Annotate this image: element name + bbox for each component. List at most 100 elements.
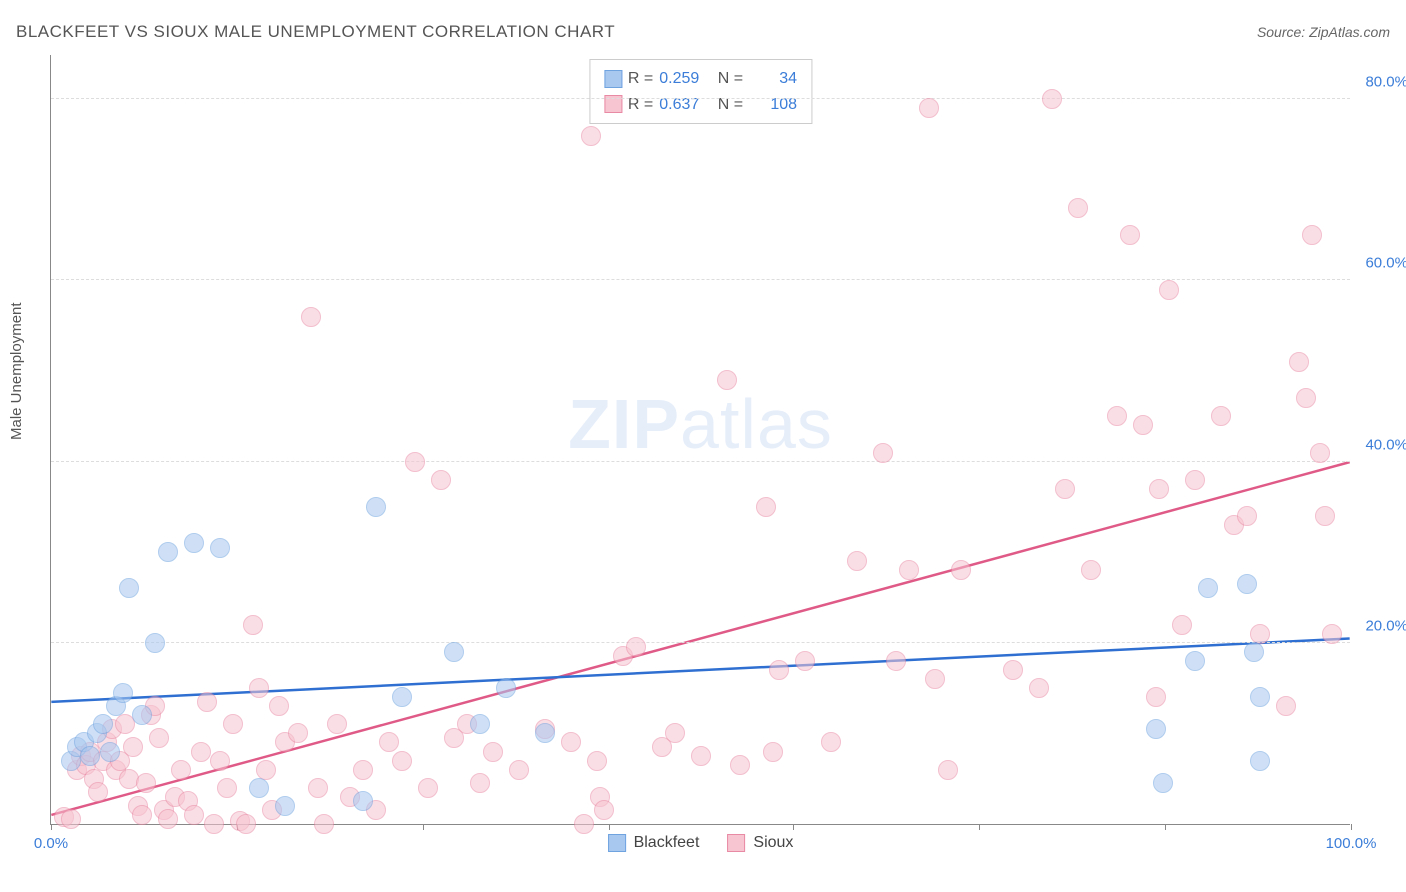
scatter-point-sioux [925,669,945,689]
swatch-blackfeet [604,70,622,88]
scatter-point-blackfeet [119,578,139,598]
scatter-point-sioux [1211,406,1231,426]
scatter-point-sioux [1055,479,1075,499]
scatter-point-sioux [1315,506,1335,526]
y-axis-label: Male Unemployment [8,302,25,440]
r-value-blackfeet: 0.259 [659,66,707,92]
watermark-text: ZIPatlas [568,384,833,464]
header-bar: BLACKFEET VS SIOUX MALE UNEMPLOYMENT COR… [16,22,1390,42]
scatter-point-sioux [873,443,893,463]
x-min-label: 0.0% [34,835,68,852]
x-tick [1351,824,1352,830]
stats-row-blackfeet: R = 0.259 N = 34 [604,66,797,92]
scatter-point-sioux [123,737,143,757]
chart-title: BLACKFEET VS SIOUX MALE UNEMPLOYMENT COR… [16,22,615,42]
scatter-point-sioux [1302,225,1322,245]
source-credit: Source: ZipAtlas.com [1257,24,1390,40]
scatter-point-sioux [405,452,425,472]
scatter-point-sioux [191,742,211,762]
scatter-point-sioux [1133,415,1153,435]
n-label: N = [713,92,743,118]
scatter-point-sioux [769,660,789,680]
scatter-point-sioux [587,751,607,771]
stats-row-sioux: R = 0.637 N = 108 [604,92,797,118]
scatter-point-blackfeet [1153,773,1173,793]
scatter-point-sioux [431,470,451,490]
scatter-point-sioux [197,692,217,712]
scatter-point-blackfeet [496,678,516,698]
scatter-point-sioux [509,760,529,780]
scatter-point-blackfeet [1250,687,1270,707]
x-tick [51,824,52,830]
x-tick [793,824,794,830]
scatter-point-sioux [223,714,243,734]
scatter-point-sioux [795,651,815,671]
scatter-point-blackfeet [275,796,295,816]
scatter-point-sioux [1250,624,1270,644]
correlation-stats-box: R = 0.259 N = 34 R = 0.637 N = 108 [589,59,812,124]
scatter-point-sioux [136,773,156,793]
scatter-point-sioux [1237,506,1257,526]
scatter-point-sioux [1276,696,1296,716]
legend-item-blackfeet: Blackfeet [608,834,700,852]
scatter-point-blackfeet [366,497,386,517]
scatter-point-sioux [418,778,438,798]
scatter-point-sioux [256,760,276,780]
scatter-point-sioux [938,760,958,780]
r-value-sioux: 0.637 [659,92,707,118]
scatter-point-blackfeet [184,533,204,553]
scatter-point-sioux [132,805,152,825]
scatter-point-sioux [470,773,490,793]
scatter-point-blackfeet [444,642,464,662]
scatter-point-sioux [1149,479,1169,499]
scatter-point-blackfeet [1237,574,1257,594]
x-tick [423,824,424,830]
scatter-point-sioux [483,742,503,762]
scatter-point-blackfeet [392,687,412,707]
y-tick-label: 80.0% [1365,74,1406,91]
gridline [51,461,1350,462]
scatter-point-sioux [171,760,191,780]
scatter-point-blackfeet [470,714,490,734]
scatter-point-blackfeet [100,742,120,762]
scatter-point-sioux [243,615,263,635]
scatter-point-sioux [379,732,399,752]
scatter-point-sioux [899,560,919,580]
x-max-label: 100.0% [1326,835,1377,852]
scatter-point-sioux [1120,225,1140,245]
x-tick [979,824,980,830]
scatter-point-blackfeet [93,714,113,734]
scatter-point-sioux [204,814,224,834]
scatter-point-sioux [301,307,321,327]
scatter-point-blackfeet [1250,751,1270,771]
scatter-point-blackfeet [113,683,133,703]
scatter-point-sioux [1146,687,1166,707]
scatter-point-sioux [1003,660,1023,680]
scatter-point-sioux [847,551,867,571]
scatter-point-sioux [1289,352,1309,372]
scatter-point-blackfeet [249,778,269,798]
scatter-point-sioux [210,751,230,771]
scatter-point-sioux [919,98,939,118]
scatter-point-sioux [288,723,308,743]
scatter-point-sioux [665,723,685,743]
scatter-point-blackfeet [210,538,230,558]
legend-label-blackfeet: Blackfeet [634,834,700,852]
scatter-point-sioux [88,782,108,802]
scatter-point-sioux [1029,678,1049,698]
scatter-point-sioux [626,637,646,657]
scatter-point-sioux [1296,388,1316,408]
scatter-point-sioux [717,370,737,390]
scatter-point-sioux [574,814,594,834]
scatter-point-sioux [314,814,334,834]
gridline [51,279,1350,280]
scatter-point-blackfeet [1244,642,1264,662]
n-value-blackfeet: 34 [749,66,797,92]
scatter-plot: ZIPatlas R = 0.259 N = 34 R = 0.637 N = … [50,55,1350,825]
scatter-point-blackfeet [535,723,555,743]
scatter-point-sioux [886,651,906,671]
scatter-point-sioux [184,805,204,825]
swatch-blackfeet [608,834,626,852]
legend-label-sioux: Sioux [753,834,793,852]
n-label: N = [713,66,743,92]
